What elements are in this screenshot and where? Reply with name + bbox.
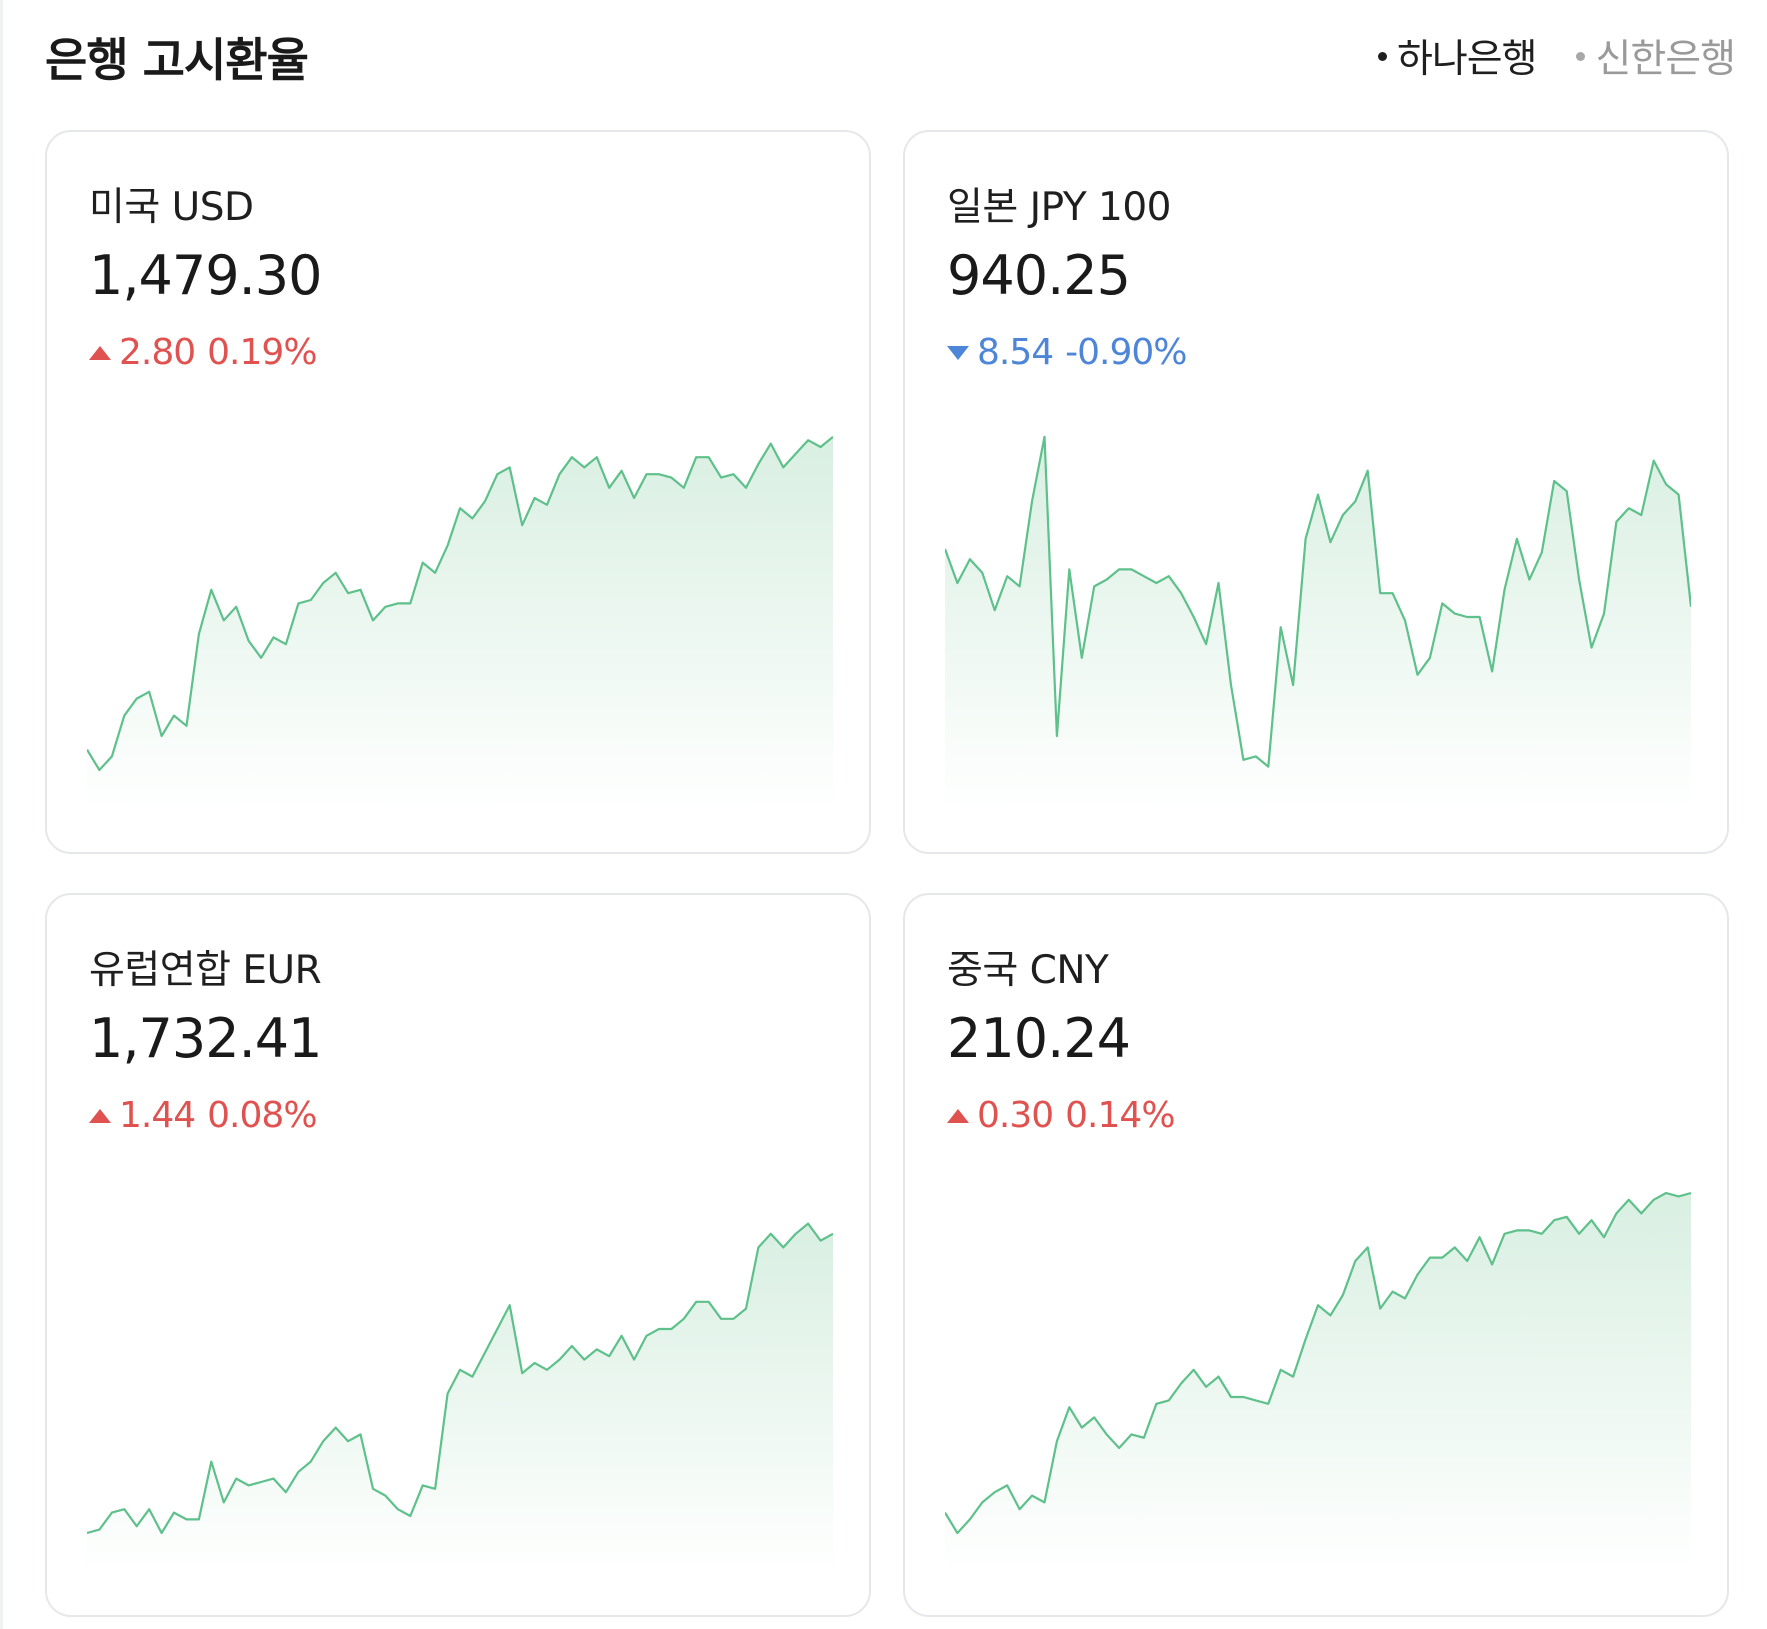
sparkline-area	[945, 1193, 1691, 1575]
sparkline-chart	[945, 435, 1691, 812]
bank-tab-label: 하나은행	[1396, 37, 1538, 82]
sparkline-chart	[87, 1222, 833, 1575]
up-arrow-icon	[89, 1108, 111, 1123]
up-arrow-icon	[89, 345, 111, 360]
change-amount: 0.30	[977, 1095, 1054, 1136]
sparkline-area	[945, 436, 1691, 812]
currency-card-jpy[interactable]: 일본 JPY 100 940.25 8.54 -0.90%	[903, 130, 1729, 854]
sparkline-area	[87, 436, 833, 812]
exchange-rate: 1,732.41	[89, 1007, 322, 1070]
currency-name: 유럽연합 EUR	[89, 948, 322, 993]
header: 은행 고시환율 하나은행 신한은행	[45, 18, 1736, 93]
rate-change: 1.44 0.08%	[89, 1095, 318, 1136]
currency-name: 일본 JPY 100	[947, 185, 1171, 230]
bank-tab-shinhan[interactable]: 신한은행	[1576, 28, 1736, 84]
change-percent: -0.90%	[1065, 332, 1187, 373]
up-arrow-icon	[947, 1108, 969, 1123]
exchange-rate: 210.24	[947, 1007, 1131, 1070]
rate-change: 2.80 0.19%	[89, 332, 318, 373]
rate-change: 8.54 -0.90%	[947, 332, 1188, 373]
sparkline-chart	[87, 435, 833, 812]
exchange-rate: 940.25	[947, 244, 1131, 307]
page-title: 은행 고시환율	[45, 33, 309, 87]
change-percent: 0.08%	[207, 1095, 317, 1136]
change-percent: 0.19%	[207, 332, 317, 373]
bullet-icon	[1576, 51, 1586, 61]
bullet-icon	[1377, 51, 1387, 61]
sparkline-line	[87, 1222, 833, 1535]
sparkline-chart	[945, 1191, 1691, 1575]
rate-change: 0.30 0.14%	[947, 1095, 1176, 1136]
bank-tabs: 하나은행 신한은행	[1377, 28, 1736, 84]
change-amount: 8.54	[977, 332, 1054, 373]
currency-name: 미국 USD	[89, 185, 254, 230]
currency-card-cny[interactable]: 중국 CNY 210.24 0.30 0.14%	[903, 893, 1729, 1617]
currency-name: 중국 CNY	[947, 948, 1109, 993]
bank-tab-hana[interactable]: 하나은행	[1377, 28, 1538, 84]
change-amount: 1.44	[119, 1095, 196, 1136]
bank-tab-label: 신한은행	[1595, 37, 1736, 82]
sparkline-line	[87, 435, 833, 772]
down-arrow-icon	[947, 345, 969, 360]
sparkline-line	[945, 435, 1691, 768]
currency-card-eur[interactable]: 유럽연합 EUR 1,732.41 1.44 0.08%	[45, 893, 871, 1617]
sparkline-area	[87, 1223, 833, 1575]
sparkline-line	[945, 1191, 1691, 1535]
change-percent: 0.14%	[1065, 1095, 1175, 1136]
change-amount: 2.80	[119, 332, 196, 373]
exchange-rate: 1,479.30	[89, 244, 322, 307]
currency-card-usd[interactable]: 미국 USD 1,479.30 2.80 0.19%	[45, 130, 871, 854]
left-edge-divider	[0, 0, 3, 1629]
